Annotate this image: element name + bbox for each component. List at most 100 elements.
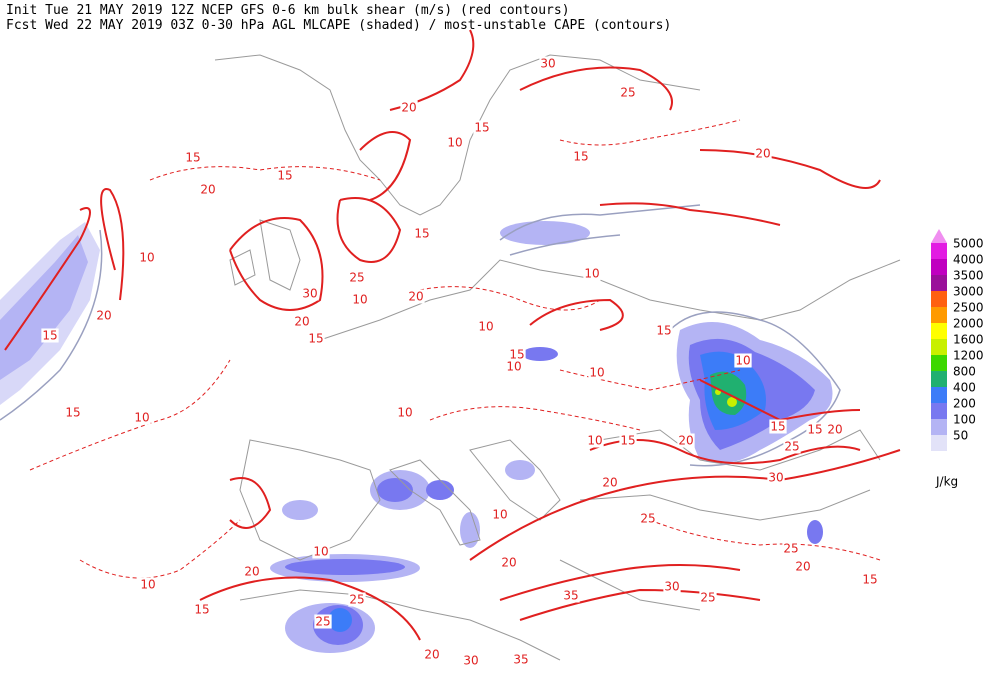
- label-backing: [826, 422, 844, 437]
- label-backing: [508, 347, 526, 362]
- label-backing: [806, 422, 824, 437]
- contour-label: 15: [509, 348, 524, 362]
- contour-label: 15: [414, 227, 429, 241]
- contour-label: 15: [65, 406, 80, 420]
- contour-label: 15: [277, 169, 292, 183]
- label-backing: [473, 120, 491, 135]
- contour-label: 10: [313, 545, 328, 559]
- contour-label: 10: [139, 251, 154, 265]
- label-backing: [312, 544, 330, 559]
- contour-label: 25: [620, 86, 635, 100]
- colorbar-box: [931, 243, 947, 259]
- colorbar-label: 200: [953, 397, 976, 411]
- contour-label: 10: [506, 360, 521, 374]
- colorbar-label: 50: [953, 429, 968, 443]
- label-backing: [588, 365, 606, 380]
- colorbar-label: 100: [953, 413, 976, 427]
- label-backing: [583, 266, 601, 281]
- contour-label: 10: [140, 578, 155, 592]
- label-backing: [505, 359, 523, 374]
- label-backing: [491, 507, 509, 522]
- contour-label: 15: [474, 121, 489, 135]
- contour-label: 25: [349, 271, 364, 285]
- label-backing: [677, 433, 695, 448]
- label-backing: [655, 323, 673, 338]
- label-backing: [539, 56, 557, 71]
- contour-label: 10: [447, 136, 462, 150]
- label-backing: [64, 405, 82, 420]
- colorbar-label: 4000: [953, 253, 984, 267]
- contour-label: 15: [807, 423, 822, 437]
- contour-label: 15: [620, 434, 635, 448]
- contour-label: 10: [587, 434, 602, 448]
- contour-label: 20: [96, 309, 111, 323]
- contour-label: 15: [770, 420, 785, 434]
- header-line: Init Tue 21 MAY 2019 12Z NCEP GFS 0-6 km…: [6, 3, 570, 18]
- colorbar-label: 2000: [953, 317, 984, 331]
- colorbar-box: [931, 307, 947, 323]
- label-backing: [619, 85, 637, 100]
- contour-label: 25: [640, 512, 655, 526]
- contour-label: 20: [401, 101, 416, 115]
- contour-label: 35: [513, 653, 528, 667]
- colorbar-label: 400: [953, 381, 976, 395]
- contour-label: 20: [408, 290, 423, 304]
- colorbar-label: 3000: [953, 285, 984, 299]
- label-backing: [41, 328, 59, 343]
- label-backing: [462, 653, 480, 668]
- contour-label: 10: [735, 354, 750, 368]
- label-backing: [767, 470, 785, 485]
- contour-label: 20: [200, 183, 215, 197]
- label-backing: [512, 652, 530, 667]
- label-backing: [783, 439, 801, 454]
- label-backing: [314, 614, 332, 629]
- label-backing: [138, 250, 156, 265]
- contour-label: 20: [795, 560, 810, 574]
- colorbar-over: [931, 229, 947, 243]
- cape-shading: [0, 221, 833, 653]
- contour-label: 20: [244, 565, 259, 579]
- contour-label: 15: [656, 324, 671, 338]
- colorbar-box: [931, 419, 947, 435]
- contour-label: 10: [584, 267, 599, 281]
- label-backing: [193, 602, 211, 617]
- label-backing: [407, 289, 425, 304]
- contour-label: 20: [678, 434, 693, 448]
- shear-contours: [4, 29, 901, 641]
- contour-label: 30: [463, 654, 478, 668]
- label-backing: [184, 150, 202, 165]
- label-backing: [562, 588, 580, 603]
- colorbar-box: [931, 323, 947, 339]
- label-backing: [413, 226, 431, 241]
- colorbar-box: [931, 275, 947, 291]
- colorbar-label: 800: [953, 365, 976, 379]
- contour-label: 10: [397, 406, 412, 420]
- label-backing: [639, 511, 657, 526]
- contour-label: 20: [294, 315, 309, 329]
- contour-label: 25: [783, 542, 798, 556]
- label-backing: [699, 590, 717, 605]
- label-backing: [769, 419, 787, 434]
- label-backing: [446, 135, 464, 150]
- label-backing: [348, 592, 366, 607]
- colorbar-box: [931, 339, 947, 355]
- contour-label: 10: [134, 411, 149, 425]
- contour-label: 15: [862, 573, 877, 587]
- colorbar-box: [931, 355, 947, 371]
- label-backing: [423, 647, 441, 662]
- contour-label: 20: [602, 476, 617, 490]
- contour-label: 25: [700, 591, 715, 605]
- contour-label: 10: [589, 366, 604, 380]
- contour-label: 25: [784, 440, 799, 454]
- label-backing: [348, 270, 366, 285]
- colorbar-unit: J/kg: [935, 475, 958, 489]
- label-backing: [276, 168, 294, 183]
- label-backing: [351, 292, 369, 307]
- contour-label: 20: [501, 556, 516, 570]
- label-backing: [861, 572, 879, 587]
- contour-label: 15: [194, 603, 209, 617]
- contour-label: 35: [563, 589, 578, 603]
- label-backing: [133, 410, 151, 425]
